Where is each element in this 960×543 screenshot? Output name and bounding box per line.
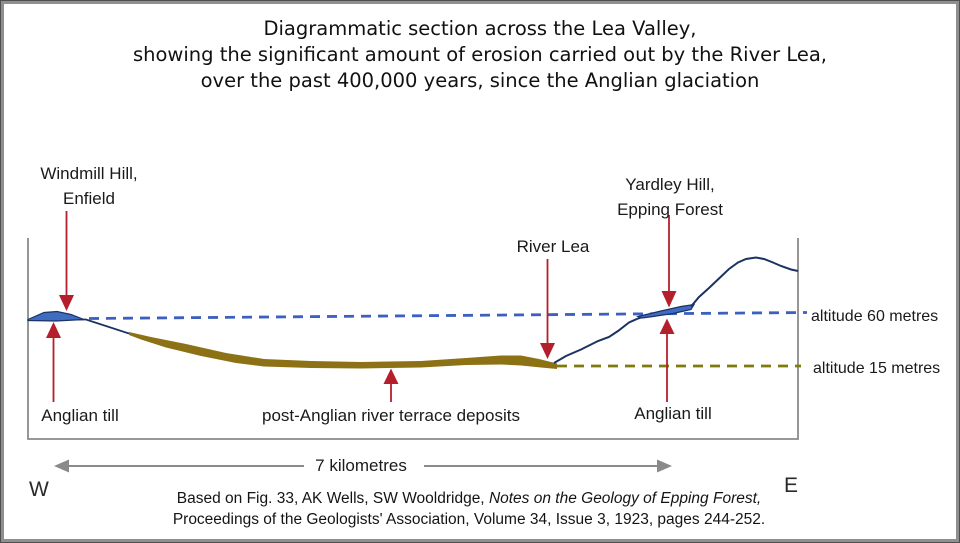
windmill-hill-line1: Windmill Hill, [40,164,138,183]
yardley-hill-line1: Yardley Hill, [625,175,715,194]
attribution-line1: Based on Fig. 33, AK Wells, SW Wooldridg… [119,488,819,509]
arrow-windmill-hill [59,211,74,311]
diagram-title: Diagrammatic section across the Lea Vall… [1,16,959,94]
altitude-60-line [88,311,808,320]
terrace-deposit-band [129,332,557,369]
label-windmill-hill: Windmill Hill, Enfield [40,161,137,211]
arrow-anglian-till-right [659,318,675,402]
label-terrace-deposits: post-Anglian river terrace deposits [262,406,520,425]
title-line-2: showing the significant amount of erosio… [132,43,828,66]
label-altitude-60: altitude 60 metres [811,308,939,325]
arrow-anglian-till-left [46,322,61,402]
label-west: W [29,478,49,501]
ground-profile-right [690,256,799,308]
title-line-3: over the past 400,000 years, since the A… [200,69,760,92]
arrow-yardley-hill [661,215,677,308]
label-scale-distance: 7 kilometres [315,456,407,475]
label-altitude-15: altitude 15 metres [813,360,941,377]
attribution-line1-italic: Notes on the Geology of Epping Forest, [488,490,762,507]
till-lens-left [27,310,85,322]
label-anglian-till-left: Anglian till [41,406,119,425]
attribution: Based on Fig. 33, AK Wells, SW Wooldridg… [119,488,819,530]
windmill-hill-line2: Enfield [63,189,115,208]
ground-profile-left [28,318,130,335]
label-anglian-till-right: Anglian till [634,404,712,423]
attribution-line2: Proceedings of the Geologists' Associati… [172,511,766,528]
till-patch-right [635,303,696,319]
title-line-1: Diagrammatic section across the Lea Vall… [263,17,697,40]
ground-profile-valley-east [553,315,646,364]
label-river-lea: River Lea [516,237,590,256]
section-frame [27,238,799,440]
yardley-hill-line2: Epping Forest [617,200,723,219]
arrow-river-lea [540,259,555,359]
attribution-line1-roman: Based on Fig. 33, AK Wells, SW Wooldridg… [176,490,489,507]
scale-arrow [54,459,672,473]
arrow-terrace-deposits [383,368,399,402]
label-yardley-hill: Yardley Hill, Epping Forest [617,172,723,222]
label-east: E [784,474,799,497]
